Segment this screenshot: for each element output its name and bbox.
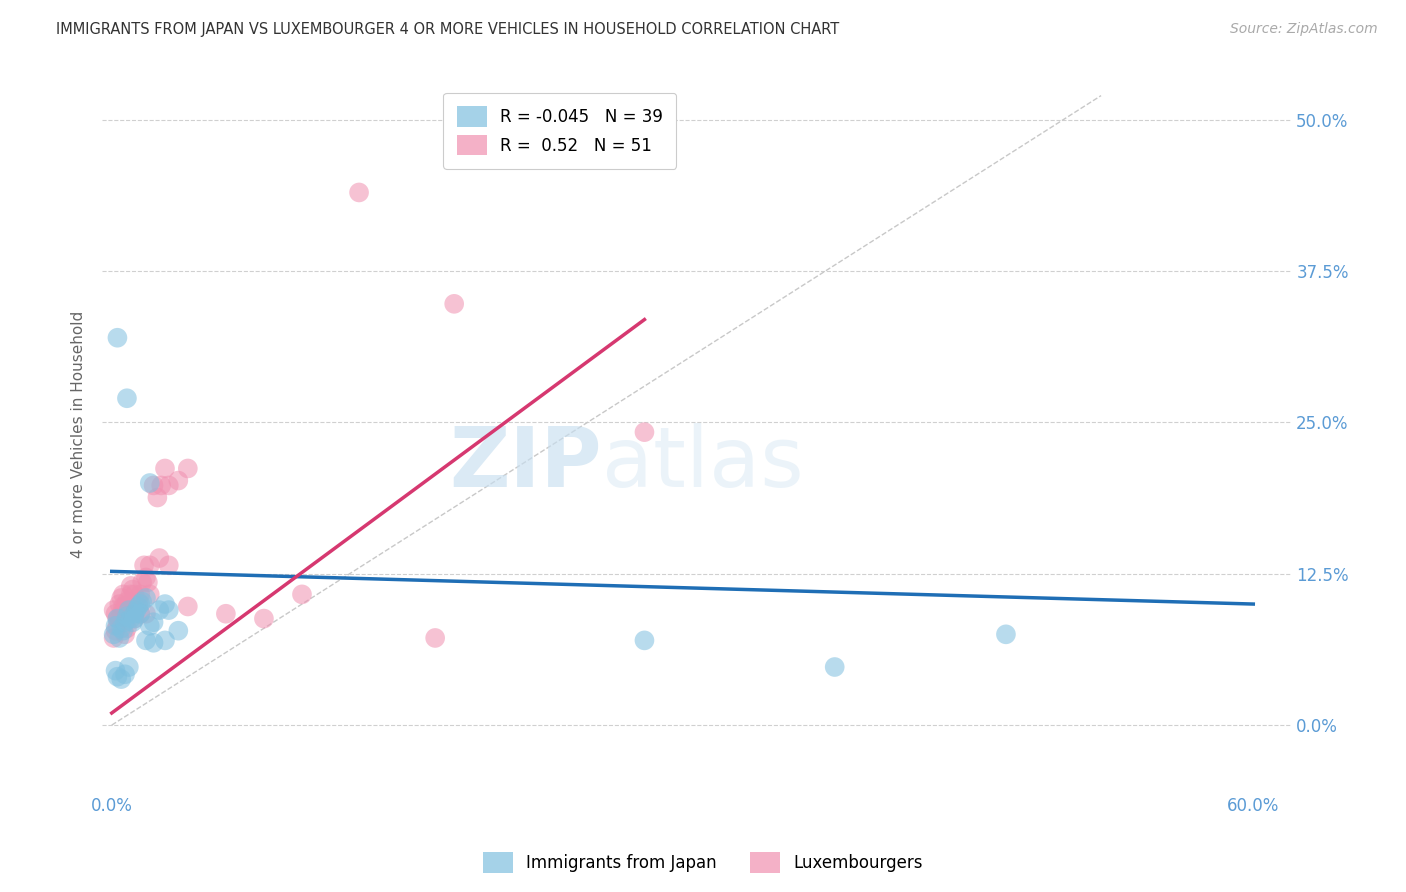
Text: IMMIGRANTS FROM JAPAN VS LUXEMBOURGER 4 OR MORE VEHICLES IN HOUSEHOLD CORRELATIO: IMMIGRANTS FROM JAPAN VS LUXEMBOURGER 4 … — [56, 22, 839, 37]
Point — [135, 607, 157, 621]
Point — [110, 672, 132, 686]
Point — [157, 478, 180, 492]
Point — [107, 331, 129, 345]
Point — [103, 627, 125, 641]
Point — [347, 186, 370, 200]
Text: Source: ZipAtlas.com: Source: ZipAtlas.com — [1230, 22, 1378, 37]
Text: atlas: atlas — [602, 423, 803, 504]
Point — [824, 660, 846, 674]
Point — [148, 551, 170, 566]
Point — [139, 475, 162, 490]
Point — [129, 587, 152, 601]
Point — [115, 621, 138, 635]
Text: ZIP: ZIP — [449, 423, 602, 504]
Point — [112, 599, 135, 614]
Legend: Immigrants from Japan, Luxembourgers: Immigrants from Japan, Luxembourgers — [477, 846, 929, 880]
Point — [110, 591, 132, 605]
Point — [115, 609, 138, 624]
Point — [103, 603, 125, 617]
Point — [107, 670, 129, 684]
Point — [153, 633, 176, 648]
Point — [125, 599, 148, 614]
Point — [118, 599, 141, 614]
Point — [120, 587, 142, 601]
Point — [127, 599, 149, 614]
Point — [121, 615, 143, 630]
Point — [157, 603, 180, 617]
Point — [112, 624, 135, 638]
Legend: R = -0.045   N = 39, R =  0.52   N = 51: R = -0.045 N = 39, R = 0.52 N = 51 — [443, 93, 676, 169]
Point — [131, 575, 153, 590]
Point — [129, 597, 152, 611]
Point — [110, 621, 132, 635]
Point — [118, 599, 141, 614]
Point — [142, 478, 165, 492]
Point — [120, 579, 142, 593]
Point — [118, 603, 141, 617]
Point — [139, 558, 162, 573]
Point — [110, 607, 132, 621]
Point — [107, 619, 129, 633]
Point — [142, 615, 165, 630]
Point — [108, 611, 131, 625]
Point — [633, 425, 655, 439]
Point — [104, 664, 127, 678]
Point — [131, 594, 153, 608]
Point — [114, 627, 136, 641]
Point — [124, 587, 146, 601]
Point — [215, 607, 238, 621]
Point — [129, 607, 152, 621]
Point — [150, 478, 173, 492]
Point — [107, 611, 129, 625]
Point — [425, 631, 447, 645]
Point — [107, 611, 129, 625]
Point — [994, 627, 1017, 641]
Point — [120, 611, 142, 625]
Point — [114, 667, 136, 681]
Point — [135, 591, 157, 605]
Y-axis label: 4 or more Vehicles in Household: 4 or more Vehicles in Household — [72, 311, 86, 558]
Point — [124, 611, 146, 625]
Point — [167, 474, 190, 488]
Point — [104, 624, 127, 638]
Point — [157, 558, 180, 573]
Point — [118, 660, 141, 674]
Point — [124, 611, 146, 625]
Point — [115, 391, 138, 405]
Point — [108, 597, 131, 611]
Point — [253, 611, 276, 625]
Point — [167, 624, 190, 638]
Point — [125, 603, 148, 617]
Point — [136, 575, 159, 590]
Point — [139, 619, 162, 633]
Point — [129, 607, 152, 621]
Point — [114, 615, 136, 630]
Point — [127, 594, 149, 608]
Point — [121, 582, 143, 597]
Point — [443, 297, 465, 311]
Point — [291, 587, 314, 601]
Point — [114, 599, 136, 614]
Point — [135, 570, 157, 584]
Point — [153, 461, 176, 475]
Point — [103, 631, 125, 645]
Point — [115, 594, 138, 608]
Point — [142, 636, 165, 650]
Point — [153, 597, 176, 611]
Point — [104, 619, 127, 633]
Point — [108, 631, 131, 645]
Point — [112, 587, 135, 601]
Point — [146, 491, 169, 505]
Point — [177, 461, 200, 475]
Point — [104, 607, 127, 621]
Point — [124, 607, 146, 621]
Point — [177, 599, 200, 614]
Point — [633, 633, 655, 648]
Point — [132, 558, 155, 573]
Point — [139, 587, 162, 601]
Point — [135, 633, 157, 648]
Point — [148, 603, 170, 617]
